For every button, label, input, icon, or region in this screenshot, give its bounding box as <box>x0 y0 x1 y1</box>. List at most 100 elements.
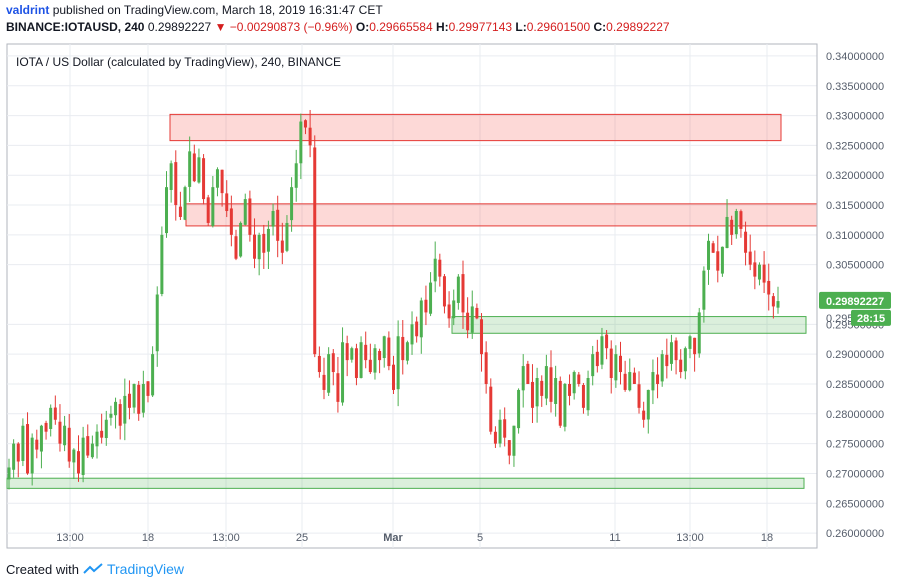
candle-body[interactable] <box>757 264 761 280</box>
candle-body[interactable] <box>35 439 39 450</box>
candle-body[interactable] <box>359 342 363 378</box>
candle-body[interactable] <box>618 355 622 373</box>
candle-body[interactable] <box>151 354 155 396</box>
candle-body[interactable] <box>206 197 210 223</box>
candle-body[interactable] <box>771 296 775 307</box>
candle-body[interactable] <box>100 430 104 438</box>
candle-body[interactable] <box>642 410 646 420</box>
candle-body[interactable] <box>132 383 136 408</box>
candle-body[interactable] <box>632 372 636 384</box>
candle-body[interactable] <box>586 378 590 411</box>
candle-body[interactable] <box>498 419 502 444</box>
zone-support-low[interactable] <box>6 477 805 489</box>
candle-body[interactable] <box>447 304 451 319</box>
candle-body[interactable] <box>322 374 326 390</box>
candle-body[interactable] <box>197 157 201 183</box>
candle-body[interactable] <box>76 451 80 474</box>
candle-body[interactable] <box>373 348 377 373</box>
candle-body[interactable] <box>517 389 521 429</box>
candle-body[interactable] <box>396 336 400 390</box>
candle-body[interactable] <box>480 319 484 355</box>
candle-body[interactable] <box>378 350 382 361</box>
candle-body[interactable] <box>341 342 345 403</box>
candle-body[interactable] <box>452 300 456 319</box>
candle-body[interactable] <box>220 169 224 194</box>
candle-body[interactable] <box>674 340 678 361</box>
candle-body[interactable] <box>137 384 141 414</box>
candle-body[interactable] <box>202 158 206 200</box>
candle-body[interactable] <box>558 380 562 426</box>
candle-body[interactable] <box>540 380 544 396</box>
candle-body[interactable] <box>174 162 178 206</box>
candle-body[interactable] <box>744 231 748 253</box>
candle-body[interactable] <box>299 121 303 164</box>
candle-body[interactable] <box>734 211 738 235</box>
candle-body[interactable] <box>266 228 270 252</box>
candle-body[interactable] <box>234 236 238 259</box>
candle-body[interactable] <box>609 348 613 379</box>
candle-body[interactable] <box>581 384 585 408</box>
support-resistance-zones[interactable] <box>6 113 818 489</box>
tradingview-brand[interactable]: TradingView <box>106 561 185 577</box>
candle-body[interactable] <box>456 276 460 303</box>
candle-body[interactable] <box>257 234 261 260</box>
candle-body[interactable] <box>211 187 215 226</box>
zone-support-mid[interactable] <box>451 316 807 334</box>
candle-body[interactable] <box>429 282 433 314</box>
candle-body[interactable] <box>683 348 687 372</box>
candle-body[interactable] <box>225 193 229 212</box>
candle-body[interactable] <box>503 419 507 438</box>
candle-body[interactable] <box>614 354 618 381</box>
candle-body[interactable] <box>438 259 442 277</box>
candle-body[interactable] <box>243 199 247 225</box>
candle-body[interactable] <box>461 274 465 313</box>
candle-body[interactable] <box>327 354 331 393</box>
candle-body[interactable] <box>155 294 159 352</box>
candle-body[interactable] <box>665 354 669 367</box>
candle-body[interactable] <box>294 163 298 188</box>
candle-body[interactable] <box>424 299 428 313</box>
candle-body[interactable] <box>285 222 289 251</box>
candle-body[interactable] <box>118 404 122 426</box>
candle-body[interactable] <box>368 359 372 373</box>
candle-body[interactable] <box>313 147 317 355</box>
candle-body[interactable] <box>748 251 752 265</box>
candle-body[interactable] <box>623 373 627 390</box>
candle-body[interactable] <box>271 211 275 227</box>
candle-body[interactable] <box>188 151 192 187</box>
candle-body[interactable] <box>90 443 94 458</box>
candle-body[interactable] <box>530 381 534 408</box>
candle-body[interactable] <box>600 336 604 365</box>
candle-body[interactable] <box>308 127 312 146</box>
candle-body[interactable] <box>466 312 470 331</box>
candle-body[interactable] <box>95 431 99 447</box>
candle-body[interactable] <box>53 407 57 420</box>
candle-body[interactable] <box>253 234 257 259</box>
candle-body[interactable] <box>123 395 127 424</box>
candle-body[interactable] <box>512 425 516 456</box>
candle-body[interactable] <box>767 280 771 295</box>
candle-body[interactable] <box>280 240 284 253</box>
candle-body[interactable] <box>276 209 280 241</box>
candle-body[interactable] <box>239 222 243 257</box>
candle-body[interactable] <box>44 422 48 432</box>
candle-body[interactable] <box>86 436 90 456</box>
zone-resistance-mid[interactable] <box>185 203 818 227</box>
candle-body[interactable] <box>776 301 780 308</box>
candle-body[interactable] <box>702 270 706 310</box>
candle-body[interactable] <box>410 324 414 345</box>
candle-body[interactable] <box>364 344 368 361</box>
candle-body[interactable] <box>392 364 395 390</box>
time-axis[interactable]: 13:00 18 13:00 25 Mar 5 11 13:00 18 <box>56 532 773 544</box>
candle-body[interactable] <box>660 354 664 382</box>
candle-body[interactable] <box>350 348 354 360</box>
candle-body[interactable] <box>628 372 632 391</box>
candle-body[interactable] <box>317 355 321 373</box>
candle-body[interactable] <box>572 372 576 394</box>
candle-body[interactable] <box>475 307 479 319</box>
candle-body[interactable] <box>535 378 539 407</box>
candle-body[interactable] <box>591 354 595 377</box>
candle-body[interactable] <box>707 240 711 270</box>
candle-body[interactable] <box>526 363 530 384</box>
